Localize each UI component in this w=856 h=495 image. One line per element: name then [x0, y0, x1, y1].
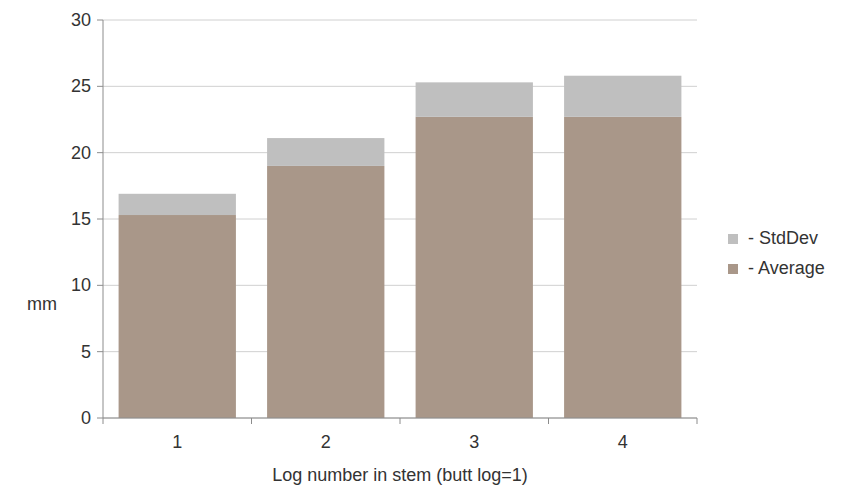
- bar-segment: [564, 76, 681, 117]
- y-tick-label: 25: [71, 76, 91, 96]
- x-tick-label: 3: [469, 432, 479, 452]
- bar-segment: [267, 166, 384, 418]
- bar-segment: [267, 138, 384, 166]
- x-tick-label: 1: [172, 432, 182, 452]
- bar-segment: [416, 117, 533, 418]
- chart: 0 5 10 15 20 25 30 1 2 3 4 mm Log number in stem (bu…: [0, 0, 856, 495]
- bar-segment: [119, 215, 236, 418]
- chart-container: 0 5 10 15 20 25 30 1 2 3 4 mm Log number in stem (bu…: [0, 0, 856, 495]
- y-tick: [97, 20, 103, 21]
- x-tick: [103, 418, 104, 424]
- bar-segment: [119, 194, 236, 215]
- y-tick: [97, 86, 103, 87]
- x-tick-label: 2: [321, 432, 331, 452]
- bar-segment: [564, 117, 681, 418]
- y-tick-label: 30: [71, 10, 91, 30]
- y-axis-title: mm: [27, 294, 57, 314]
- x-tick: [400, 418, 401, 424]
- y-tick-label: 10: [71, 275, 91, 295]
- legend-label: - StdDev: [748, 228, 818, 248]
- y-tick: [97, 152, 103, 153]
- y-tick-label: 20: [71, 143, 91, 163]
- y-axis: [103, 20, 104, 418]
- x-axis-title: Log number in stem (butt log=1): [272, 465, 528, 485]
- y-tick-label: 15: [71, 209, 91, 229]
- x-tick-label: 4: [618, 432, 628, 452]
- bars: [119, 76, 682, 418]
- legend-swatch: [728, 264, 738, 274]
- bar-segment: [416, 82, 533, 116]
- y-tick-label: 0: [81, 408, 91, 428]
- x-tick: [548, 418, 549, 424]
- y-tick: [97, 351, 103, 352]
- y-tick: [97, 418, 103, 419]
- y-tick: [97, 219, 103, 220]
- x-tick: [251, 418, 252, 424]
- grid-line: [103, 20, 697, 21]
- y-tick: [97, 285, 103, 286]
- legend-label: - Average: [748, 258, 825, 278]
- x-tick: [697, 418, 698, 424]
- y-tick-label: 5: [81, 342, 91, 362]
- legend-swatch: [728, 234, 738, 244]
